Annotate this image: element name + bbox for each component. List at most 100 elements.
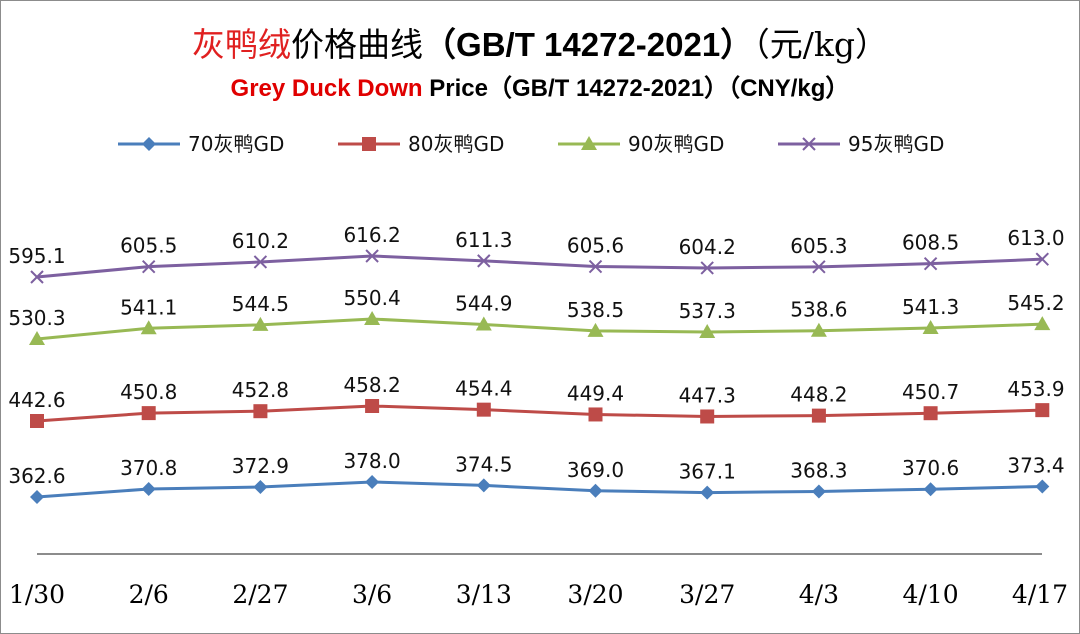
data-label: 544.5	[232, 292, 289, 316]
series-line	[36, 254, 1043, 279]
data-point	[700, 409, 715, 424]
data-label: 370.8	[120, 456, 177, 480]
x-tick-label: 2/6	[129, 580, 169, 609]
data-point	[365, 399, 380, 413]
series-line	[36, 404, 1043, 423]
title-en-main: Price（GB/T 14272-2021）（CNY/kg）	[422, 75, 850, 102]
data-label: 550.4	[343, 286, 400, 310]
data-label: 450.8	[120, 380, 177, 404]
legend-label: 80灰鸭GD	[408, 132, 504, 156]
data-label: 452.8	[232, 378, 289, 402]
legend-item: 70灰鸭GD	[118, 132, 284, 156]
data-point	[476, 478, 491, 493]
data-point	[923, 406, 938, 421]
data-label: 372.9	[232, 454, 289, 478]
data-point	[923, 256, 938, 271]
data-label: 610.2	[232, 229, 289, 253]
data-label: 458.2	[343, 373, 400, 397]
data-point	[923, 482, 938, 497]
title-en-highlight: Grey Duck Down	[230, 75, 423, 102]
data-point	[253, 255, 268, 269]
data-point	[1035, 403, 1050, 418]
data-point	[30, 270, 44, 284]
data-label: 454.4	[455, 377, 512, 401]
data-point	[475, 316, 492, 331]
data-label: 367.1	[679, 460, 736, 484]
data-point	[1035, 479, 1050, 494]
x-tick-label: 3/6	[352, 580, 392, 609]
data-label: 541.3	[902, 295, 959, 319]
data-point	[365, 475, 380, 489]
data-label: 611.3	[455, 228, 512, 252]
data-point	[810, 322, 827, 337]
data-label: 448.2	[790, 383, 847, 407]
data-point	[253, 479, 268, 494]
data-point	[141, 482, 156, 497]
data-label: 373.4	[1007, 453, 1064, 477]
data-label: 605.6	[567, 234, 624, 258]
data-point	[811, 484, 826, 499]
data-label: 595.1	[8, 244, 65, 268]
series-3: 530.3 541.1 544.5 550.4 544.9 538.5 537.3 538.6…	[8, 286, 1065, 345]
title-cn-main: 价格曲线	[291, 25, 424, 64]
legend-item: 90灰鸭GD	[558, 132, 724, 156]
data-label: 537.3	[679, 299, 736, 323]
data-point	[588, 483, 603, 498]
x-tick-labels: 1/30 2/6 2/27 3/6 3/13 3/20 3/27 4/3 4/10 4/17	[9, 580, 1068, 609]
data-label: 541.1	[120, 295, 177, 319]
data-label: 613.0	[1007, 226, 1064, 250]
data-label: 544.9	[455, 291, 512, 315]
x-tick-label: 3/20	[567, 580, 623, 609]
series-1: 362.6 370.8 372.9 378.0 374.5 369.0 367.1 368.3…	[8, 449, 1065, 504]
data-point	[1035, 252, 1050, 266]
chart-title-en: Grey Duck Down Price（GB/T 14272-2021）（CN…	[0, 68, 1080, 103]
series-line	[36, 317, 1043, 341]
legend-label: 90灰鸭GD	[628, 132, 724, 156]
data-point	[588, 259, 603, 274]
data-label: 370.6	[902, 456, 959, 480]
data-label: 538.6	[790, 298, 847, 322]
data-label: 369.0	[567, 458, 624, 482]
title-cn-highlight: 灰鸭绒	[192, 25, 292, 64]
x-tick-label: 4/10	[903, 580, 959, 609]
data-point	[141, 406, 156, 421]
series-2: 442.6 450.8 452.8 458.2 454.4 449.4 447.3 448.2…	[8, 373, 1065, 428]
data-point	[812, 260, 826, 274]
x-tick-label: 3/13	[456, 580, 512, 609]
x-tick-label: 3/27	[679, 580, 735, 609]
data-label: 368.3	[790, 458, 847, 482]
legend-marker	[142, 137, 156, 151]
data-point	[252, 316, 269, 331]
data-point	[30, 490, 44, 504]
x-tick-label: 2/27	[232, 580, 288, 609]
data-point	[476, 402, 491, 417]
title-cn-standard: （GB/T 14272-2021）	[423, 26, 754, 63]
data-point	[700, 485, 715, 500]
data-point	[30, 414, 44, 428]
x-tick-label: 4/17	[1012, 580, 1068, 609]
data-point	[477, 254, 491, 268]
data-label: 605.5	[120, 234, 177, 258]
data-label: 453.9	[1007, 377, 1064, 401]
data-label: 605.3	[790, 234, 847, 258]
series-layer: 362.6 370.8 372.9 378.0 374.5 369.0 367.1 368.3…	[8, 223, 1065, 504]
series-4: 595.1 605.5 610.2 616.2 611.3 605.6 604.2 605.3…	[8, 223, 1065, 284]
legend-marker	[362, 137, 376, 151]
legend-label: 70灰鸭GD	[188, 132, 284, 156]
data-label: 604.2	[679, 235, 736, 259]
data-label: 362.6	[8, 464, 65, 488]
data-label: 447.3	[679, 383, 736, 407]
data-point	[364, 311, 381, 325]
data-label: 450.7	[902, 380, 959, 404]
data-point	[29, 331, 45, 345]
legend-marker	[581, 136, 597, 150]
data-point	[588, 407, 603, 422]
data-label: 616.2	[343, 223, 400, 247]
legend-marker	[802, 137, 816, 151]
data-label: 545.2	[1007, 291, 1064, 315]
data-label: 608.5	[902, 231, 959, 255]
x-tick-label: 1/30	[9, 580, 65, 609]
data-point	[922, 320, 939, 335]
